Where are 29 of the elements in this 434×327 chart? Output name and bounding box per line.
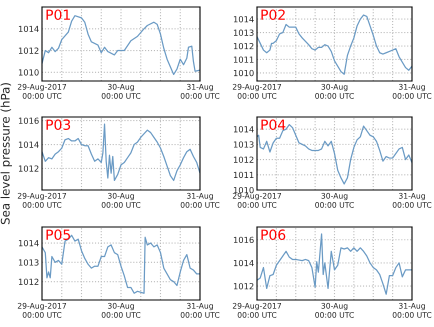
y-tick-label: 1010	[234, 186, 254, 194]
y-tick-label: 1013	[234, 30, 254, 36]
y-tick-label: 1013	[234, 141, 254, 148]
y-tick-label: 1014	[18, 240, 39, 246]
y-tick-label: 1014	[18, 142, 39, 148]
y-tick-label: 1012	[234, 283, 254, 290]
chart-title: P06	[261, 229, 286, 240]
y-tick-label: 1016	[18, 118, 39, 124]
y-tick-label: 1011	[234, 172, 254, 178]
y-axis-title: Sea level pressure (hPa)	[0, 83, 12, 224]
y-tick-label: 1012	[18, 165, 38, 172]
y-tick-label: 1012	[234, 156, 254, 163]
y-tick-label: 1012	[18, 278, 38, 285]
chart-title: P03	[46, 119, 70, 130]
y-tick-label: 1014	[234, 126, 254, 132]
y-tick-label: 1010	[234, 70, 254, 76]
y-tick-label: 1011	[234, 56, 254, 63]
chart-title: P04	[261, 119, 286, 130]
y-tick-label: 1012	[18, 48, 38, 54]
y-tick-label: 1010	[18, 69, 39, 76]
chart-title: P01	[46, 9, 70, 20]
y-tick-label: 1012	[234, 43, 254, 50]
chart-title: P02	[261, 9, 285, 20]
y-tick-label: 1014	[234, 260, 254, 266]
y-tick-label: 1016	[234, 236, 254, 244]
y-tick-label: 1013	[18, 259, 39, 266]
y-tick-label: 1014	[18, 26, 39, 32]
chart-title: P05	[46, 229, 70, 240]
y-tick-label: 1014	[234, 16, 254, 22]
